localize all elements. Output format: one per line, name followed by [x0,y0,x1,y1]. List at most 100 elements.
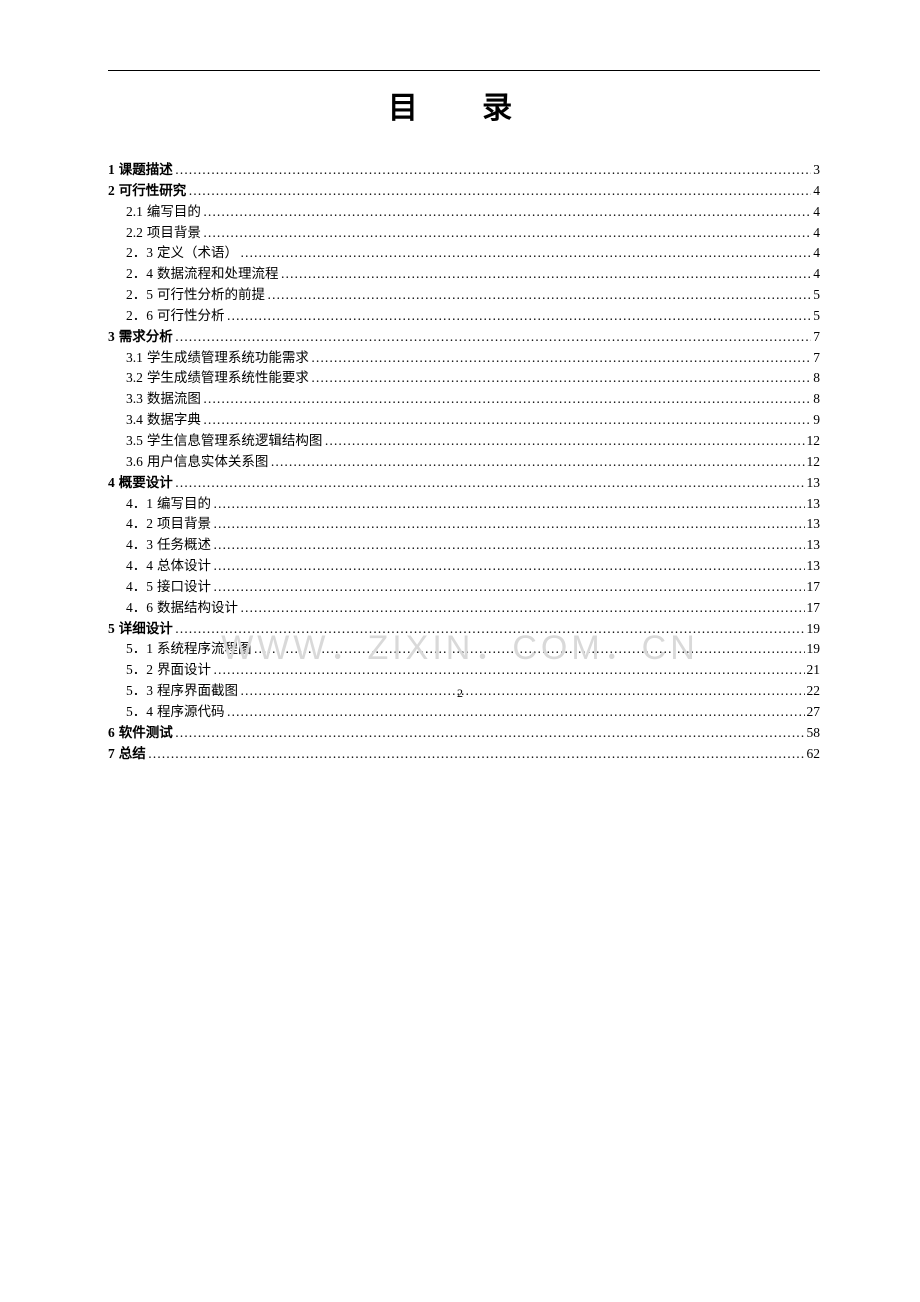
toc-entry-page: 4 [813,246,820,261]
toc-entry: 3.4 数据字典 9 [108,413,820,428]
toc-entry-text: 软件测试 [119,726,173,741]
toc-entry-text: 学生信息管理系统逻辑结构图 [147,434,323,449]
toc-entry-text: 程序源代码 [157,705,225,720]
toc-entry-number: 2．5 [126,288,153,303]
toc-entry-text: 项目背景 [147,226,201,241]
toc-entry-page: 27 [807,705,821,720]
toc-entry-page: 62 [807,747,821,762]
toc-entry-text: 总结 [119,747,146,762]
page-number: 2 [0,686,920,701]
toc-entry-number: 2.2 [126,226,143,241]
toc-entry: 3.2学生成绩管理系统性能要求8 [108,371,820,386]
toc-leader [175,622,805,637]
toc-entry-text: 编写目的 [157,497,211,512]
toc-title: 目 录 [108,83,820,127]
toc-entry-text: 定义（术语） [157,246,238,261]
toc-entry-text: 学生成绩管理系统功能需求 [147,351,309,366]
toc-entry-text: 可行性分析的前提 [157,288,265,303]
toc-entry-page: 21 [807,663,821,678]
toc-entry: 3.1学生成绩管理系统功能需求7 [108,351,820,366]
toc-entry-number: 5．4 [126,705,153,720]
toc-entry: 4．1编写目的13 [108,497,820,512]
toc-leader [203,205,811,220]
toc-entry-number: 7 [108,747,115,762]
toc-entry-page: 58 [807,726,821,741]
toc-leader [213,580,805,595]
toc-entry-text: 数据字典 [147,413,201,428]
toc-leader [203,226,811,241]
toc-entry-text: 项目背景 [157,517,211,532]
toc-entry-page: 17 [807,580,821,595]
toc-entry-page: 8 [813,392,820,407]
toc-entry: 4．5接口设计17 [108,580,820,595]
toc-leader [311,351,811,366]
toc-entry: 4．6数据结构设计17 [108,601,820,616]
toc-leader [240,601,805,616]
toc-leader [213,517,805,532]
toc-entry-text: 系统程序流程图 [157,642,252,657]
toc-leader [254,642,805,657]
toc-entry-number: 2．4 [126,267,153,282]
toc-entry-number: 6 [108,726,115,741]
toc-entry-number: 3.1 [126,351,143,366]
toc-entry-text: 可行性研究 [119,184,187,199]
toc-entry-page: 9 [813,413,820,428]
toc-entry-page: 5 [813,309,820,324]
toc-entry-text: 学生成绩管理系统性能要求 [147,371,309,386]
toc-entry-text: 详细设计 [119,622,173,637]
toc-entry-text: 课题描述 [119,163,173,178]
toc-entry: 4概要设计13 [108,476,820,491]
toc-entry-text: 数据流程和处理流程 [157,267,279,282]
toc-leader [227,309,812,324]
toc-entry-number: 3.4 [126,413,143,428]
toc-entry-number: 3.5 [126,434,143,449]
toc-entry: 7 总结 62 [108,747,820,762]
toc-entry-page: 13 [807,497,821,512]
toc-leader [270,455,804,470]
toc-entry-text: 可行性分析 [157,309,225,324]
toc-entry: 3需求分析7 [108,330,820,345]
toc-entry-page: 4 [813,205,820,220]
toc-entry: 2．5可行性分析的前提5 [108,288,820,303]
toc-entry-number: 4 [108,476,115,491]
toc-entry-page: 4 [813,184,820,199]
toc-entry-number: 4．6 [126,601,153,616]
toc-entry-page: 4 [813,226,820,241]
toc-entry: 2．3 定义（术语） 4 [108,246,820,261]
toc-entry: 5．4 程序源代码 27 [108,705,820,720]
toc-leader [203,413,811,428]
toc-entry-page: 4 [813,267,820,282]
toc-entry: 5．2界面设计21 [108,663,820,678]
toc-entry: 2.1 编写目的 4 [108,205,820,220]
toc-leader [203,392,811,407]
toc-entry-number: 2 [108,184,115,199]
toc-entry-number: 2．3 [126,246,153,261]
toc-entry: 5．1系统程序流程图19 [108,642,820,657]
toc-leader [175,330,812,345]
toc-leader [148,747,805,762]
toc-leader [213,538,805,553]
toc-entry: 2．4 数据流程和处理流程 4 [108,267,820,282]
toc-entry-number: 3 [108,330,115,345]
toc-entry: 1课题描述3 [108,163,820,178]
toc-entry-text: 数据流图 [147,392,201,407]
toc-entry-page: 13 [807,476,821,491]
toc-entry-number: 3.3 [126,392,143,407]
toc-entry-text: 数据结构设计 [157,601,238,616]
toc-entry-text: 编写目的 [147,205,201,220]
toc-leader [324,434,804,449]
toc-entry-number: 3.6 [126,455,143,470]
toc-entry: 6 软件测试 58 [108,726,820,741]
toc-entry-number: 4．4 [126,559,153,574]
toc-entry-page: 12 [807,434,821,449]
toc-entry-number: 4．5 [126,580,153,595]
toc-entry-page: 12 [807,455,821,470]
toc-leader [175,476,805,491]
toc-entry-number: 2.1 [126,205,143,220]
toc-entry: 5详细设计19 [108,622,820,637]
toc-entry: 2.2 项目背景 4 [108,226,820,241]
toc-leader [213,497,805,512]
toc-leader [267,288,811,303]
toc-entry-text: 界面设计 [157,663,211,678]
toc-entry-text: 需求分析 [119,330,173,345]
